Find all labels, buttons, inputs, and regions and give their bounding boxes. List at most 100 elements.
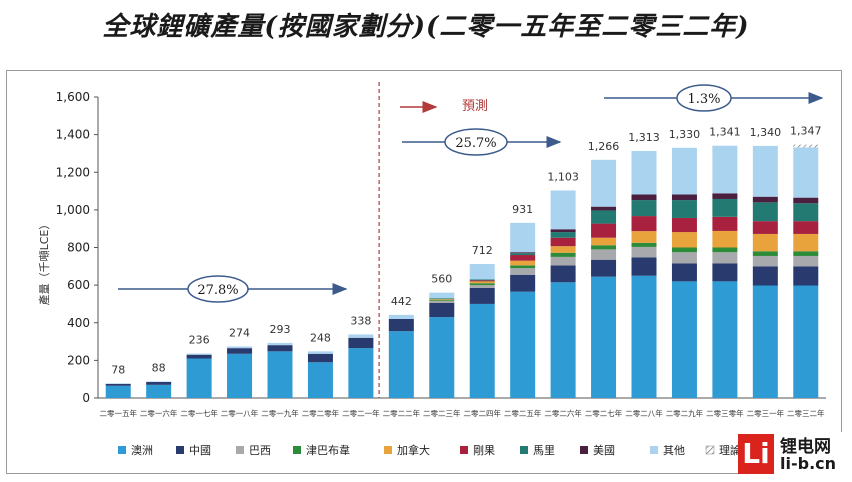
brand-url: li-b.cn — [780, 454, 837, 473]
chart-title: 全球鋰礦產量(按國家劃分)(二零一五年至二零三二年) — [102, 12, 750, 42]
bar-segment — [591, 237, 617, 246]
bar-total-label: 1,330 — [669, 128, 701, 141]
bar-segment — [550, 229, 576, 233]
bar-segment — [550, 190, 576, 230]
legend-swatch — [580, 446, 588, 454]
bar-segment — [712, 193, 738, 199]
growth-rate-label: 1.3% — [687, 92, 720, 107]
bar-segment — [752, 233, 778, 252]
legend-swatch — [118, 446, 126, 454]
x-tick-label: 二零二四年 — [463, 408, 501, 418]
bar-segment — [388, 314, 414, 319]
bar-segment — [550, 282, 576, 398]
bar-segment — [712, 216, 738, 231]
bar-segment — [591, 210, 617, 224]
x-tick-label: 二零一六年 — [140, 408, 178, 418]
x-tick-label: 二零二八年 — [625, 408, 663, 418]
y-tick-label: 1,200 — [56, 165, 90, 179]
bar-segment — [591, 206, 617, 211]
bar-segment — [631, 257, 657, 276]
x-tick-label: 二零二二年 — [383, 408, 421, 418]
bar-segment — [671, 252, 697, 264]
bar-segment — [510, 291, 536, 398]
bar-segment — [429, 301, 455, 303]
y-tick-label: 1,400 — [56, 128, 90, 142]
legend-label: 中國 — [189, 444, 211, 457]
bar-segment — [631, 200, 657, 217]
bar-segment — [550, 237, 576, 247]
bar-total-label: 338 — [350, 314, 371, 327]
bar-total-label: 248 — [310, 331, 331, 344]
y-tick-label: 600 — [67, 278, 90, 292]
brand-logo: Li — [738, 434, 774, 474]
y-tick-label: 400 — [67, 316, 90, 330]
y-tick-label: 800 — [67, 241, 90, 255]
bar-segment — [591, 223, 617, 238]
bar-segment — [712, 252, 738, 264]
bar-segment — [793, 285, 819, 398]
bar-total-label: 560 — [431, 273, 452, 286]
bar-segment — [186, 358, 212, 398]
bar-segment — [712, 230, 738, 248]
bar-segment — [429, 292, 455, 299]
bar-segment — [469, 280, 495, 282]
bar-segment — [105, 385, 131, 398]
bar-total-label: 78 — [111, 363, 125, 376]
bar-segment — [267, 351, 293, 398]
bar-segment — [469, 287, 495, 304]
bar-segment — [712, 263, 738, 282]
bar-segment — [267, 342, 293, 346]
bar-segment — [752, 202, 778, 222]
bar-total-label: 274 — [229, 326, 250, 339]
bar-segment — [591, 249, 617, 260]
x-tick-label: 二零二三年 — [423, 408, 461, 418]
bar-segment — [227, 346, 253, 349]
legend-swatch — [176, 446, 184, 454]
bar-total-label: 712 — [472, 244, 493, 257]
bar-segment — [752, 145, 778, 197]
bar-segment — [469, 283, 495, 286]
bar-segment — [631, 275, 657, 398]
bar-segment — [752, 221, 778, 234]
bar-segment — [591, 259, 617, 277]
growth-rate-label: 25.7% — [455, 136, 496, 151]
bar-segment — [510, 274, 536, 292]
bar-total-label: 88 — [152, 361, 166, 374]
bar-segment — [591, 245, 617, 250]
bar-segment — [510, 253, 536, 256]
bar-total-label: 1,103 — [547, 170, 579, 183]
bar-total-label: 236 — [189, 334, 210, 347]
bar-segment — [752, 251, 778, 256]
bar-segment — [348, 337, 374, 349]
bar-segment — [186, 354, 212, 359]
bar-segment — [793, 203, 819, 222]
bar-segment-theoretical — [793, 144, 819, 148]
bar-segment — [671, 217, 697, 233]
bar-total-label: 442 — [391, 295, 412, 308]
bar-segment — [793, 255, 819, 267]
bar-segment — [429, 317, 455, 398]
bar-segment — [227, 353, 253, 398]
bar-segment — [752, 266, 778, 286]
growth-rate-bubble — [187, 275, 249, 303]
bar-segment — [469, 285, 495, 288]
x-tick-label: 二零三一年 — [747, 408, 785, 418]
y-tick-label: 200 — [67, 353, 90, 367]
bar-segment — [146, 381, 172, 383]
bar-segment — [712, 281, 738, 398]
legend-label: 馬里 — [533, 444, 555, 457]
growth-rate-bubble — [676, 84, 732, 112]
bar-segment — [550, 232, 576, 238]
site-brand: Li 锂电网 li-b.cn — [738, 432, 848, 478]
y-axis-label: 產量（千噸LCE） — [37, 219, 51, 306]
bar-segment — [429, 302, 455, 318]
bar-segment — [105, 383, 131, 386]
bar-segment — [469, 279, 495, 281]
bar-segment — [712, 247, 738, 253]
bar-segment — [510, 252, 536, 254]
bar-segment — [469, 303, 495, 398]
bar-segment — [146, 384, 172, 398]
legend-label: 澳洲 — [131, 444, 153, 457]
legend-swatch — [460, 446, 468, 454]
growth-rate-bubble — [444, 128, 508, 156]
